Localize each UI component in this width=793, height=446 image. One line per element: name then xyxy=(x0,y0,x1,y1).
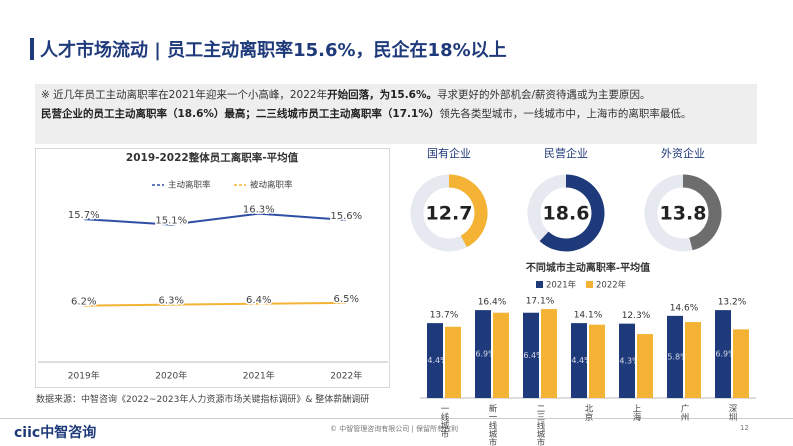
donut-arc xyxy=(448,174,488,248)
legend-label: 2022年 xyxy=(596,280,627,291)
bar xyxy=(475,310,491,398)
value-label: 14.6% xyxy=(670,303,699,313)
value-label: 15.6% xyxy=(330,211,362,222)
note-bold: 开始回落，为15.6%。 xyxy=(327,89,438,101)
donut-arc xyxy=(682,174,722,251)
bar xyxy=(445,326,461,398)
chart-title: 不同城市主动离职率-平均值 xyxy=(526,261,650,274)
legend-swatch xyxy=(586,281,593,288)
notes-box: ※ 近几年员工主动离职率在2021年迎来一个小高峰，2022年开始回落，为15.… xyxy=(35,84,757,144)
bar xyxy=(715,310,731,398)
bar xyxy=(667,315,683,398)
value-label: 14.4% xyxy=(566,356,592,365)
value-label: 16.3% xyxy=(243,205,275,216)
bar xyxy=(589,324,605,398)
footer-rule xyxy=(0,418,793,419)
value-label: 15.7% xyxy=(68,210,100,221)
value-label: 14.1% xyxy=(574,311,603,321)
series-line xyxy=(83,301,347,307)
note-bold: 民营企业的员工主动离职率（18.6%）最高；二三线城市员工主动离职率（17.1%… xyxy=(41,108,440,120)
slide-title: 人才市场流动 | 员工主动离职率15.6%，民企在18%以上 xyxy=(40,40,507,61)
value-label: 6.4% xyxy=(246,295,271,306)
series-line xyxy=(83,212,347,226)
x-tick-label: 2022年 xyxy=(330,370,362,382)
value-label: 13.2% xyxy=(718,298,747,308)
logo: ciic中智咨询 xyxy=(14,425,97,441)
value-label: 14.4% xyxy=(422,356,448,365)
title-accent xyxy=(30,38,34,60)
line-panel xyxy=(35,148,390,388)
bar xyxy=(541,309,557,398)
x-tick-label: 广州 xyxy=(679,403,689,421)
bar xyxy=(523,312,539,398)
x-tick-label: 2019年 xyxy=(68,370,100,382)
donut-label: 国有企业 xyxy=(427,146,471,160)
donut-value: 12.7 xyxy=(426,203,473,225)
value-label: 15.8% xyxy=(662,352,688,361)
value-label: 15.1% xyxy=(155,216,187,227)
note: ※ 近几年员工主动离职率在2021年迎来一个小高峰，2022年开始回落，为15.… xyxy=(41,87,751,103)
chart-title: 2019-2022整体员工离职率-平均值 xyxy=(126,151,299,164)
legend-label: 主动离职率 xyxy=(168,180,211,191)
value-label: 16.4% xyxy=(478,298,507,308)
x-tick-label: 新一线城市 xyxy=(487,403,497,446)
donut-label: 民营企业 xyxy=(544,146,588,160)
value-label: 16.4% xyxy=(518,351,544,360)
legend-label: 被动离职率 xyxy=(250,180,293,191)
note-text: 领先各类型城市，一线城市中，上海市的离职率最低。 xyxy=(439,108,692,120)
x-tick-label: 北京 xyxy=(583,404,593,422)
value-label: 6.3% xyxy=(159,296,184,307)
donut-label: 外资企业 xyxy=(661,146,705,160)
note: 民营企业的员工主动离职率（18.6%）最高；二三线城市员工主动离职率（17.1%… xyxy=(41,106,751,122)
value-label: 6.2% xyxy=(71,297,96,308)
legend-swatch xyxy=(536,281,543,288)
bar xyxy=(427,323,443,398)
page-number: 12 xyxy=(740,424,749,432)
note-text: 寻求更好的外部机会/薪资待遇或为主要原因。 xyxy=(437,89,651,101)
value-label: 6.5% xyxy=(334,294,359,305)
value-label: 13.7% xyxy=(430,311,459,321)
x-tick-label: 深圳 xyxy=(727,404,737,422)
x-tick-label: 2021年 xyxy=(243,370,275,382)
x-tick-label: 2020年 xyxy=(155,370,187,382)
donut-value: 18.6 xyxy=(543,203,590,225)
note-text: ※ 近几年员工主动离职率在2021年迎来一个小高峰，2022年 xyxy=(41,89,328,101)
donut-value: 13.8 xyxy=(660,203,707,225)
x-tick-label: 一线城市 xyxy=(439,404,449,439)
bar xyxy=(619,323,635,398)
value-label: 16.9% xyxy=(470,350,496,359)
value-label: 12.3% xyxy=(622,311,651,321)
value-label: 17.1% xyxy=(526,297,555,307)
source: 数据来源：中智咨询《2022~2023年人力资源市场关键指标调研》& 整体薪酬调… xyxy=(36,395,370,405)
bar xyxy=(637,334,653,398)
bar xyxy=(571,323,587,398)
bar xyxy=(685,322,701,398)
value-label: 14.3% xyxy=(614,356,640,365)
copyright: © 中智管理咨询有限公司 | 保留所有权利 xyxy=(330,425,459,433)
donut-arc xyxy=(539,174,605,252)
value-label: 16.9% xyxy=(710,350,736,359)
legend-label: 2021年 xyxy=(546,280,577,291)
x-tick-label: 二三线城市 xyxy=(535,404,545,446)
bar xyxy=(733,329,749,398)
bar xyxy=(493,312,509,398)
x-tick-label: 上海 xyxy=(631,404,641,422)
